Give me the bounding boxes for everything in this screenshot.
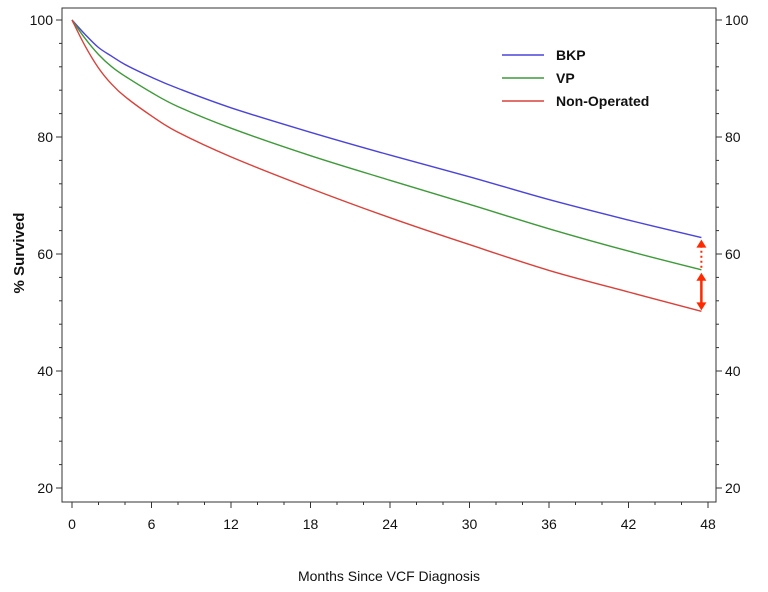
series-line-vp [71, 19, 702, 271]
x-axis-title: Months Since VCF Diagnosis [298, 568, 480, 584]
y-tick-label-right: 60 [725, 246, 741, 262]
y-tick-label-right: 20 [725, 480, 741, 496]
series-lines [71, 19, 702, 312]
x-tick-label: 18 [303, 516, 319, 532]
y-axis-title: % Survived [11, 213, 28, 294]
legend-label-vp: VP [556, 70, 575, 86]
x-tick-label: 6 [148, 516, 156, 532]
right-y-ticks: 20 40 60 80 100 [716, 12, 749, 496]
y-tick-label: 40 [37, 363, 53, 379]
series-line-non-operated [71, 19, 702, 312]
y-tick-label: 100 [30, 12, 54, 28]
plot-frame [61, 7, 717, 503]
y-tick-label-right: 100 [725, 12, 749, 28]
x-tick-label: 12 [223, 516, 239, 532]
y-tick-label-right: 80 [725, 129, 741, 145]
y-tick-label-right: 40 [725, 363, 741, 379]
difference-arrows [696, 239, 707, 311]
left-y-ticks: 20 40 60 80 100 [30, 12, 62, 496]
dotted-arrow-head [696, 239, 707, 248]
legend-label-non-operated: Non-Operated [556, 93, 649, 109]
legend-label-bkp: BKP [556, 47, 586, 63]
double-arrow-head-top [696, 272, 707, 281]
double-arrow-head-bottom [696, 302, 707, 311]
series-line-bkp [71, 19, 702, 239]
x-tick-label: 42 [621, 516, 637, 532]
x-tick-label: 30 [462, 516, 478, 532]
x-ticks: 0 6 12 18 24 30 36 42 48 [68, 502, 716, 532]
x-tick-label: 36 [541, 516, 557, 532]
x-tick-label: 0 [68, 516, 76, 532]
y-tick-label: 20 [37, 480, 53, 496]
x-tick-label: 48 [700, 516, 716, 532]
y-tick-label: 60 [37, 246, 53, 262]
legend: BKP VP Non-Operated [502, 47, 649, 109]
y-tick-label: 80 [37, 129, 53, 145]
x-tick-label: 24 [382, 516, 398, 532]
